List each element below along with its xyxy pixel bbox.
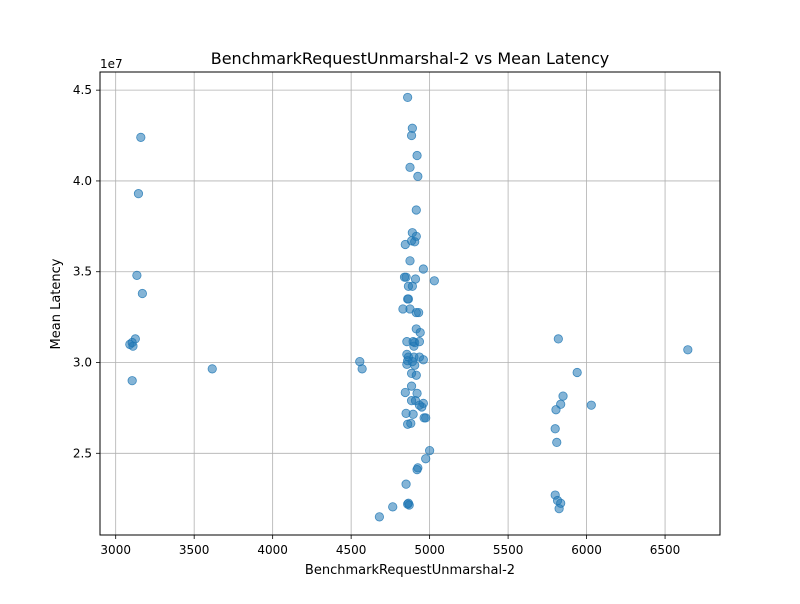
scatter-point (412, 465, 422, 475)
x-tick-label: 3500 (179, 543, 210, 557)
scatter-point (388, 502, 398, 512)
scatter-point (400, 239, 410, 250)
chart-title: BenchmarkRequestUnmarshal-2 vs Mean Late… (211, 49, 610, 68)
scatter-point (406, 381, 417, 391)
scatter-point (207, 364, 217, 374)
scatter-point (413, 171, 423, 182)
scatter-point (408, 409, 418, 419)
scatter-point (411, 370, 421, 380)
points-layer (125, 92, 693, 522)
scatter-point (374, 512, 384, 522)
scatter-point (421, 454, 431, 464)
scatter-point (415, 327, 425, 338)
scatter-point (409, 341, 419, 351)
scatter-point (127, 376, 137, 386)
scatter-point (425, 445, 435, 456)
scatter-point (586, 400, 596, 410)
scatter-point (403, 499, 413, 509)
scatter-point (132, 270, 142, 280)
scatter-point (405, 256, 415, 266)
scatter-point (401, 479, 411, 489)
x-tick-label: 4000 (257, 543, 288, 557)
y-tick-label: 3.5 (73, 265, 92, 279)
scatter-point (421, 413, 431, 423)
grid-layer (100, 72, 720, 535)
scatter-point (137, 288, 147, 299)
scatter-point (400, 387, 410, 398)
y-tick-label: 4.5 (73, 83, 92, 97)
scatter-point (683, 345, 693, 355)
y-axis-label: Mean Latency (49, 258, 64, 349)
scatter-point (401, 272, 411, 282)
scatter-point (406, 130, 417, 141)
scatter-point (357, 364, 367, 374)
scatter-point (403, 294, 413, 304)
scatter-point (402, 359, 412, 369)
scatter-point (410, 237, 420, 247)
x-tick-label: 4500 (336, 543, 367, 557)
plot-frame (99, 71, 721, 536)
scatter-point (553, 334, 563, 344)
x-tick-label: 6500 (650, 543, 681, 557)
scatter-point (550, 424, 560, 434)
scatter-point (429, 276, 439, 286)
y-tick-label: 2.5 (73, 446, 92, 460)
x-tick-label: 5000 (414, 543, 445, 557)
scatter-point (412, 150, 422, 161)
scatter-point (554, 504, 564, 514)
scatter-point (418, 355, 428, 365)
scatter-point (410, 360, 420, 370)
scatter-point (136, 132, 146, 142)
scatter-point (406, 418, 416, 428)
ticks-layer: 3000 3500 4000 4500 5000 5500 6000 6500 2.5 3.0 3.… (73, 83, 680, 557)
scatter-point (418, 264, 428, 274)
x-tick-label: 6000 (571, 543, 602, 557)
y-offset-label: 1e7 (100, 57, 123, 71)
scatter-point (414, 307, 424, 318)
scatter-point (572, 367, 582, 378)
scatter-point (552, 437, 562, 447)
y-tick-label: 3.0 (73, 356, 92, 370)
scatter-point (405, 162, 415, 172)
scatter-point (411, 205, 421, 215)
scatter-point (403, 92, 413, 103)
scatter-point (407, 281, 417, 291)
scatter-point (133, 189, 144, 199)
x-axis-label: BenchmarkRequestUnmarshal-2 (305, 563, 515, 578)
y-tick-label: 4.0 (73, 174, 92, 188)
scatter-point (558, 391, 568, 401)
scatter-point (551, 405, 561, 415)
scatter-point (128, 341, 138, 351)
x-tick-label: 3000 (100, 543, 131, 557)
scatter-point (418, 398, 428, 408)
x-tick-label: 5500 (493, 543, 524, 557)
